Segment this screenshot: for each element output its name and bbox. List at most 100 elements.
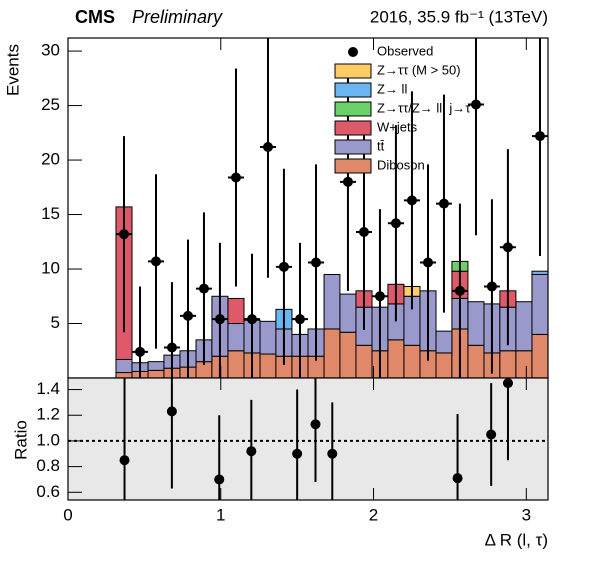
histogram-segment xyxy=(403,344,421,378)
ratio-point xyxy=(486,429,497,440)
legend-swatch xyxy=(334,139,372,155)
legend-label: Z→ ll xyxy=(377,81,407,96)
histogram-segment xyxy=(515,350,533,378)
y-tick-label: 20 xyxy=(41,150,60,169)
histogram-segment xyxy=(467,344,485,378)
legend-label: Z→ττ (M > 50) xyxy=(377,62,461,77)
observed-point xyxy=(166,342,177,353)
observed-point xyxy=(406,195,417,206)
legend-label: W+jets xyxy=(377,119,418,134)
observed-point xyxy=(486,281,497,292)
legend-swatch xyxy=(334,63,372,79)
ratio-point xyxy=(166,406,177,417)
histogram-segment xyxy=(227,297,245,325)
plot-area xyxy=(68,378,548,500)
histogram-segment xyxy=(227,350,245,378)
legend-marker xyxy=(348,47,358,57)
x-tick-label: 3 xyxy=(522,505,531,524)
histogram-segment xyxy=(147,361,165,371)
observed-point xyxy=(374,291,385,302)
histogram-segment xyxy=(531,273,548,335)
y-tick-label: 30 xyxy=(41,41,60,60)
ratio-point xyxy=(327,448,338,459)
preliminary-label: Preliminary xyxy=(132,7,223,27)
y-tick-label: 1.2 xyxy=(36,405,60,424)
x-axis-label: Δ R (l, τ) xyxy=(485,530,548,549)
histogram-segment xyxy=(515,301,533,352)
histogram-segment xyxy=(339,293,357,333)
y-tick-label: 25 xyxy=(41,95,60,114)
legend-label: Z→ττ/Z→ ll, j→τ xyxy=(377,100,471,115)
cms-label: CMS xyxy=(75,7,115,27)
observed-point xyxy=(214,314,225,325)
histogram-segment xyxy=(323,273,341,330)
observed-point xyxy=(423,257,433,268)
observed-point xyxy=(247,314,258,325)
legend-label: tt̄ xyxy=(377,138,385,153)
observed-point xyxy=(390,218,401,229)
histogram-segment xyxy=(259,353,277,378)
legend-label: Observed xyxy=(377,43,433,58)
ratio-point xyxy=(119,455,130,466)
histogram-segment xyxy=(531,333,548,378)
observed-point xyxy=(342,176,353,187)
observed-point xyxy=(454,285,465,296)
observed-point xyxy=(230,172,241,183)
histogram-segment xyxy=(115,372,133,378)
ratio-point xyxy=(214,474,225,485)
y-tick-label: 5 xyxy=(51,313,60,332)
y-tick-label: 0.8 xyxy=(36,456,60,475)
histogram-segment xyxy=(467,301,485,346)
legend-swatch xyxy=(334,101,372,117)
observed-point xyxy=(294,314,305,325)
legend-swatch xyxy=(334,158,372,174)
histogram-segment xyxy=(387,339,405,378)
observed-point xyxy=(262,141,273,152)
observed-point xyxy=(198,283,209,294)
uncertainty-band xyxy=(68,378,548,500)
histogram-segment xyxy=(147,369,165,378)
x-tick-label: 1 xyxy=(216,505,225,524)
legend-label: Diboson xyxy=(377,157,425,172)
observed-point xyxy=(118,229,129,240)
y-tick-label: 0.6 xyxy=(36,482,60,501)
histogram-segment xyxy=(323,328,341,378)
frame xyxy=(67,377,549,501)
x-tick-label: 0 xyxy=(63,505,72,524)
histogram-segment xyxy=(355,344,373,378)
observed-point xyxy=(502,242,513,253)
y-tick-label: 10 xyxy=(41,259,60,278)
ratio-point xyxy=(310,419,321,430)
lumi-label: 2016, 35.9 fb⁻¹ (13TeV) xyxy=(370,7,548,26)
legend-swatch xyxy=(334,120,372,136)
y-tick-label: 15 xyxy=(41,204,60,223)
histogram-segment xyxy=(339,331,357,378)
observed-point xyxy=(470,99,481,110)
ratio-y-axis-label: Ratio xyxy=(11,420,30,460)
histogram-segment xyxy=(531,270,548,275)
observed-point xyxy=(278,261,289,272)
histogram-segment xyxy=(259,320,277,355)
observed-point xyxy=(135,346,146,357)
ratio-point xyxy=(292,448,303,459)
x-tick-label: 2 xyxy=(369,505,378,524)
ratio-point xyxy=(452,473,463,484)
histogram-segment xyxy=(435,352,453,378)
legend-swatch xyxy=(334,82,372,98)
observed-point xyxy=(311,257,322,268)
observed-point xyxy=(534,131,545,142)
histogram-segment xyxy=(499,350,517,378)
histogram-segment xyxy=(435,330,453,354)
observed-point xyxy=(150,256,161,267)
ratio-point xyxy=(246,446,257,457)
histogram-segment xyxy=(115,358,133,374)
y-tick-label: 1.0 xyxy=(36,430,60,449)
histogram-segment xyxy=(227,323,245,352)
observed-point xyxy=(183,310,193,321)
plot-area xyxy=(115,38,548,378)
observed-point xyxy=(438,198,449,209)
ratio-point xyxy=(502,378,513,389)
observed-point xyxy=(358,226,369,237)
y-axis-label: Events xyxy=(3,44,22,96)
